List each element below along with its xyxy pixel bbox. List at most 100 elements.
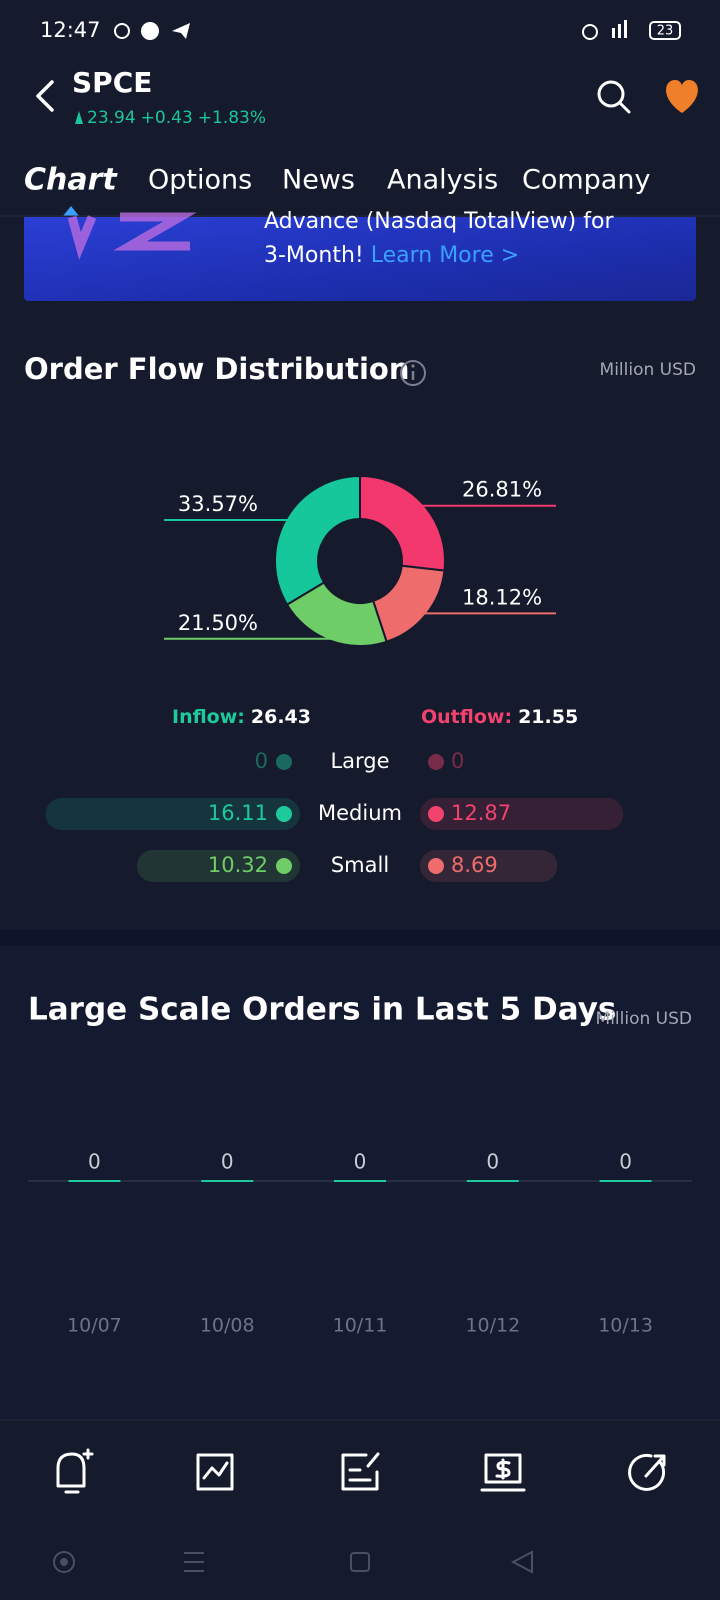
inflow-value: 16.11 xyxy=(208,801,268,825)
tab[interactable]: Options xyxy=(148,165,252,196)
toolbar xyxy=(56,1448,666,1494)
outflow-value: 8.69 xyxy=(451,853,498,877)
data-label: 0 xyxy=(354,1150,367,1174)
flow-table: Inflow: 26.43 Outflow: 21.55 0 0 Large 16.11 12.… xyxy=(45,706,624,882)
toolbar-background xyxy=(0,1420,720,1600)
status-icon xyxy=(114,23,130,39)
section-title: Large Scale Orders in Last 5 Days xyxy=(28,992,616,1028)
x-tick-label: 10/13 xyxy=(598,1315,653,1337)
battery-icon xyxy=(649,21,681,40)
info-icon xyxy=(411,364,415,368)
price: 23.94 xyxy=(87,108,136,128)
bar xyxy=(201,1180,254,1182)
inflow-summary: Inflow: 26.43 xyxy=(172,706,311,728)
price-line: 23.94 +0.43 +1.83% xyxy=(87,108,266,128)
inflow-dot xyxy=(276,754,292,770)
banner[interactable] xyxy=(24,217,696,301)
tab[interactable]: Chart xyxy=(24,163,118,198)
banner-text: Advance (Nasdaq TotalView) for xyxy=(264,209,614,234)
data-label: 0 xyxy=(486,1150,499,1174)
x-tick-label: 10/11 xyxy=(333,1315,388,1337)
outflow-label: Outflow: xyxy=(421,706,512,728)
donut-chart: 26.81% 18.12% 21.50% 33.57% xyxy=(164,474,556,647)
back-button[interactable] xyxy=(36,80,54,112)
up-arrow xyxy=(75,111,83,124)
signal-icon xyxy=(624,20,627,38)
status-icon xyxy=(172,23,190,39)
nav-home[interactable] xyxy=(350,1552,370,1572)
donut-segment xyxy=(359,474,446,572)
share-button[interactable] xyxy=(628,1453,666,1491)
favorite-button[interactable] xyxy=(666,80,698,113)
data-label: 0 xyxy=(619,1150,632,1174)
nav-assistant[interactable] xyxy=(53,1551,75,1573)
data-label: 33.57% xyxy=(178,492,258,516)
info-icon[interactable] xyxy=(400,360,426,386)
size-label: Medium xyxy=(318,801,402,825)
outflow-value: 0 xyxy=(451,749,464,773)
size-label: Small xyxy=(331,853,389,877)
alert-button[interactable] xyxy=(56,1448,94,1494)
outflow-total: 21.55 xyxy=(518,706,578,728)
section-separator xyxy=(0,930,720,946)
tab[interactable]: Analysis xyxy=(387,165,498,196)
cash-button[interactable] xyxy=(480,1453,526,1492)
data-label: 0 xyxy=(88,1150,101,1174)
search-icon xyxy=(618,101,631,114)
nav-assistant xyxy=(60,1558,68,1566)
outflow-dot xyxy=(428,806,444,822)
inflow-label: Inflow: xyxy=(172,706,245,728)
tab[interactable]: News xyxy=(282,165,355,196)
outflow-bar xyxy=(420,850,558,882)
data-label: 26.81% xyxy=(462,478,542,502)
change-percent: +1.83% xyxy=(198,108,266,128)
inflow-total: 26.43 xyxy=(251,706,311,728)
outflow-dot xyxy=(428,858,444,874)
nav-back[interactable] xyxy=(510,1550,533,1574)
banner-graphic xyxy=(67,212,197,260)
data-label: 18.12% xyxy=(462,585,542,609)
section-background xyxy=(0,946,720,1420)
bar xyxy=(599,1180,652,1182)
section-title: Order Flow Distribution xyxy=(24,352,410,386)
x-tick-label: 10/07 xyxy=(67,1315,122,1337)
x-tick-label: 10/08 xyxy=(200,1315,255,1337)
x-tick-label: 10/12 xyxy=(465,1315,520,1337)
inflow-bar xyxy=(45,798,300,830)
size-label: Large xyxy=(330,749,389,773)
bar xyxy=(68,1180,121,1182)
data-label: 0 xyxy=(221,1150,234,1174)
inflow-dot xyxy=(276,806,292,822)
inflow-value: 10.32 xyxy=(208,853,268,877)
search-icon xyxy=(597,80,625,108)
unit-label: Million USD xyxy=(596,1009,692,1029)
change: +0.43 xyxy=(141,108,193,128)
bar-chart: 0 10/07 0 10/08 0 10/11 0 10/12 0 10/13 xyxy=(28,1150,692,1337)
bar xyxy=(334,1180,386,1182)
outflow-bar xyxy=(420,798,624,830)
inflow-dot xyxy=(276,858,292,874)
signal-icon xyxy=(612,28,615,38)
alarm-icon xyxy=(582,24,598,40)
battery-level: 23 xyxy=(657,24,674,39)
note-button[interactable] xyxy=(341,1452,380,1491)
banner-text: 3-Month! Learn More > xyxy=(264,243,519,268)
banner-link[interactable]: Learn More > xyxy=(371,243,519,268)
tab-indicator xyxy=(63,206,79,216)
tab[interactable]: Company xyxy=(522,165,650,196)
donut-segment xyxy=(274,474,361,606)
outflow-dot xyxy=(428,754,444,770)
unit-label: Million USD xyxy=(600,360,696,380)
tabs: Chart Options News Analysis Company xyxy=(24,163,650,198)
trade-button[interactable] xyxy=(196,1453,234,1491)
search-button[interactable] xyxy=(597,80,631,114)
status-time: 12:47 xyxy=(40,18,101,42)
inflow-bar xyxy=(136,850,300,882)
outflow-summary: Outflow: 21.55 xyxy=(421,706,578,728)
bar xyxy=(466,1180,519,1182)
nav-menu[interactable] xyxy=(184,1552,204,1572)
system-nav xyxy=(53,1550,533,1574)
status-icon xyxy=(141,22,159,40)
